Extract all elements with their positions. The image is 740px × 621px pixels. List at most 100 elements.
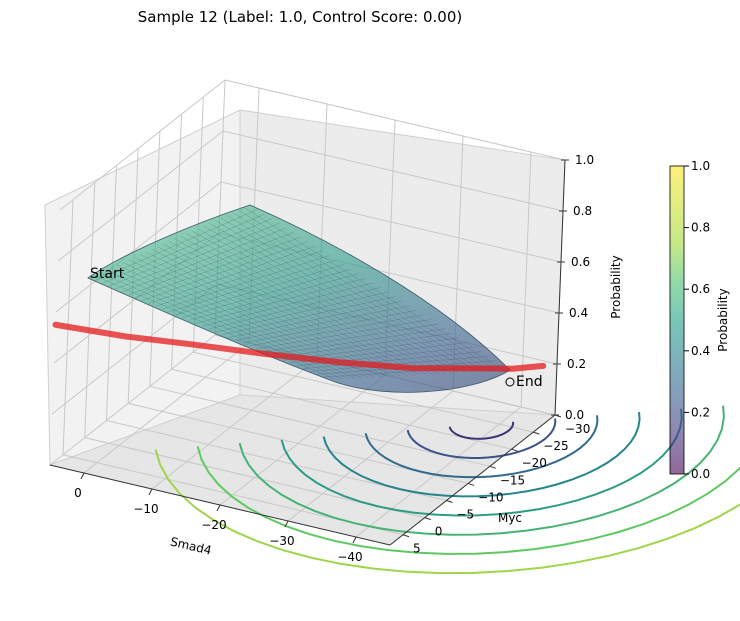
colorbar-tick-label-4: 0.8 — [691, 221, 710, 235]
y-axis-label: Myc — [498, 511, 522, 525]
mesh-line-b-17 — [202, 282, 373, 327]
y-tick-label-5: −20 — [522, 456, 547, 470]
y-tick-label-1: 0 — [435, 525, 443, 539]
mesh-line-b-12 — [168, 259, 337, 313]
contour-line-6 — [196, 446, 740, 555]
mesh-line-a-22 — [215, 220, 472, 373]
end-marker — [505, 377, 515, 387]
grid-line-z-4 — [57, 130, 564, 262]
mesh-line-a-24 — [226, 215, 485, 372]
contour-line-2 — [364, 415, 599, 479]
x-axis-label: Smad4 — [169, 535, 213, 558]
x-tick-mark-3 — [284, 520, 289, 528]
mesh-line-b-21 — [229, 301, 402, 338]
colorbar-ticks: 0.0 0.2 0.4 0.6 0.8 1.0 — [684, 159, 710, 481]
mesh-line-b-18 — [208, 287, 381, 330]
z-tick-label-4: 0.8 — [573, 204, 592, 218]
y-tick-mark-1 — [424, 517, 431, 521]
contour-line-0 — [448, 421, 515, 440]
x-tick-label-2: −20 — [201, 518, 226, 532]
y-tick-mark-4 — [489, 465, 497, 469]
mesh-line-b-16 — [195, 278, 366, 324]
mesh-line-a-16 — [180, 236, 433, 375]
x-tick-label-0: 0 — [74, 486, 82, 500]
z-tick-label-2: 0.4 — [569, 306, 588, 320]
z-tick-label-3: 0.6 — [571, 255, 590, 269]
mesh-line-a-10 — [145, 251, 395, 377]
colorbar-tick-label-5: 1.0 — [691, 159, 710, 173]
grid-line-x-floor-0 — [83, 342, 250, 474]
grid-line-x-floor-1 — [151, 358, 318, 490]
mesh-line-b-4 — [114, 223, 279, 290]
grid-line-x-floor-2 — [219, 374, 386, 506]
y-tick-label-2: −5 — [456, 508, 474, 522]
y-tick-mark-5 — [511, 448, 518, 452]
contour-line-3 — [322, 412, 641, 498]
y-tick-label-6: −25 — [543, 439, 568, 453]
colorbar-label: Probability — [716, 288, 730, 351]
mesh-line-b-19 — [215, 291, 388, 333]
mesh-line-b-14 — [182, 268, 352, 318]
y-tick-label-0: 5 — [413, 542, 421, 556]
mesh-line-b-1 — [94, 209, 258, 282]
mesh-line-a-17 — [186, 233, 440, 375]
chart-title: Sample 12 (Label: 1.0, Control Score: 0.… — [138, 8, 462, 26]
x-tick-label-4: −40 — [337, 550, 362, 564]
grid-line-z-5 — [59, 79, 566, 211]
mesh-line-b-6 — [128, 232, 294, 296]
mesh-line-a-2 — [99, 272, 343, 380]
mesh-line-b-32 — [303, 351, 482, 369]
contour-line-7 — [154, 449, 740, 575]
x-tick-mark-2 — [216, 504, 221, 512]
mesh-line-b-27 — [269, 328, 446, 355]
mesh-line-a-13 — [163, 243, 414, 376]
mesh-line-a-11 — [151, 249, 401, 377]
z-axis-line — [554, 159, 566, 416]
x-tick-mark-4 — [352, 536, 357, 544]
grid-line-x-floor-3 — [287, 390, 454, 522]
mesh-line-a-20 — [203, 225, 459, 374]
contour-line-4 — [280, 408, 683, 517]
y-tick-mark-0 — [402, 534, 410, 538]
grid-line-y-2 — [105, 165, 117, 421]
mesh-line-b-5 — [121, 227, 287, 293]
colorbar — [669, 165, 685, 475]
mesh-line-b-33 — [309, 356, 489, 372]
mesh-line-b-7 — [134, 236, 301, 299]
grid-line-y-1 — [84, 182, 96, 438]
mesh-line-b-13 — [175, 264, 344, 316]
z-axis-label: Probability — [609, 255, 623, 318]
y-ticks: 50 −5 −10 −15 −20 −25 −30 — [402, 414, 590, 556]
mesh-line-b-24 — [249, 314, 424, 347]
mesh-line-a-21 — [209, 223, 466, 373]
colorbar-tick-label-3: 0.6 — [691, 282, 710, 296]
mesh-line-b-28 — [276, 333, 453, 358]
y-axis-line — [389, 414, 556, 546]
trajectory-line — [52, 321, 547, 372]
z-tick-label-1: 0.2 — [567, 357, 586, 371]
x-tick-mark-0 — [80, 472, 85, 480]
mesh-line-a-25 — [232, 212, 491, 372]
mesh-line-b-22 — [235, 305, 409, 341]
x-tick-mark-1 — [148, 488, 153, 496]
end-label: End — [516, 374, 543, 390]
contour-line-1 — [406, 418, 557, 459]
y-tick-label-3: −10 — [478, 490, 503, 504]
colorbar-tick-label-0: 0.0 — [691, 467, 710, 481]
contour-lines — [154, 405, 740, 575]
z-tick-label-5: 1.0 — [575, 153, 594, 167]
start-label: Start — [90, 266, 125, 282]
mesh-line-b-11 — [161, 255, 330, 310]
mesh-line-a-23 — [220, 217, 478, 373]
mesh-line-a-19 — [197, 228, 453, 374]
y-tick-mark-6 — [533, 431, 540, 435]
mesh-line-b-8 — [141, 241, 308, 301]
mesh-line-b-25 — [256, 319, 431, 350]
mesh-line-a-15 — [174, 238, 427, 375]
y-tick-mark-3 — [467, 482, 475, 486]
grid-line-y-floor-6 — [193, 351, 534, 433]
mesh-line-b-15 — [188, 273, 359, 321]
x-ticks: 0 −10 −20 −30 −40 — [74, 472, 363, 564]
grid-line-y-floor-4 — [149, 385, 490, 467]
